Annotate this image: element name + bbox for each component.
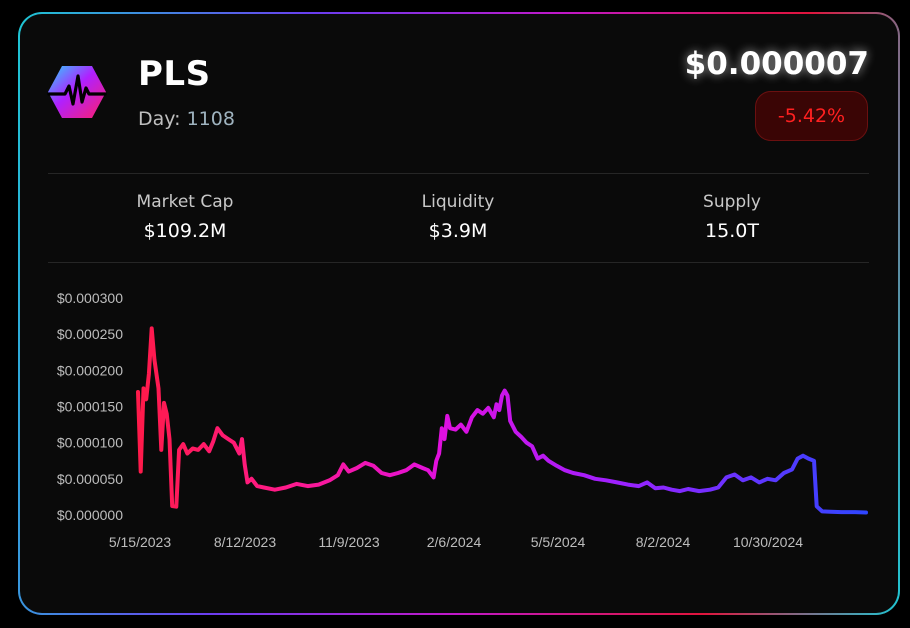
day-counter: Day: 1108 (138, 108, 235, 130)
y-tick-label: $0.000200 (57, 362, 123, 378)
stat-market-cap: Market Cap $109.2M (75, 192, 295, 242)
y-tick-label: $0.000000 (57, 507, 123, 523)
divider-bottom (48, 262, 869, 263)
day-value: 1108 (186, 108, 235, 130)
stat-value: $3.9M (428, 220, 488, 242)
day-label: Day: (138, 108, 181, 130)
y-tick-label: $0.000150 (57, 399, 123, 415)
stat-label: Supply (703, 192, 761, 212)
x-tick-label: 2/6/2024 (427, 534, 482, 550)
y-tick-label: $0.000300 (57, 290, 123, 306)
stat-label: Market Cap (136, 192, 234, 212)
divider-top (48, 173, 869, 174)
x-tick-label: 10/30/2024 (733, 534, 803, 550)
x-tick-label: 11/9/2023 (318, 534, 379, 550)
y-axis: $0.000000 $0.000050 $0.000100 $0.000150 $0.0… (57, 290, 123, 523)
stat-label: Liquidity (421, 192, 495, 212)
token-card (20, 14, 898, 613)
price-series-line (136, 326, 868, 515)
price-chart: $0.000000 $0.000050 $0.000100 $0.000150 $0.0… (57, 290, 868, 550)
stat-value: 15.0T (705, 220, 759, 242)
pulsechain-logo-icon (47, 66, 107, 118)
series-layer (136, 326, 868, 515)
stat-liquidity: Liquidity $3.9M (348, 192, 568, 242)
x-tick-label: 5/5/2024 (531, 534, 586, 550)
x-tick-label: 5/15/2023 (109, 534, 171, 550)
x-tick-label: 8/12/2023 (214, 534, 276, 550)
token-symbol: PLS (138, 54, 211, 94)
token-price: $0.000007 (684, 46, 869, 82)
stat-value: $109.2M (143, 220, 227, 242)
y-tick-label: $0.000250 (57, 326, 123, 342)
stat-supply: Supply 15.0T (622, 192, 842, 242)
price-change-badge: -5.42% (755, 91, 868, 141)
y-tick-label: $0.000050 (57, 471, 123, 487)
x-axis: 5/15/2023 8/12/2023 11/9/2023 2/6/2024 5/5/2… (109, 534, 803, 550)
y-tick-label: $0.000100 (57, 435, 123, 451)
x-tick-label: 8/2/2024 (636, 534, 691, 550)
